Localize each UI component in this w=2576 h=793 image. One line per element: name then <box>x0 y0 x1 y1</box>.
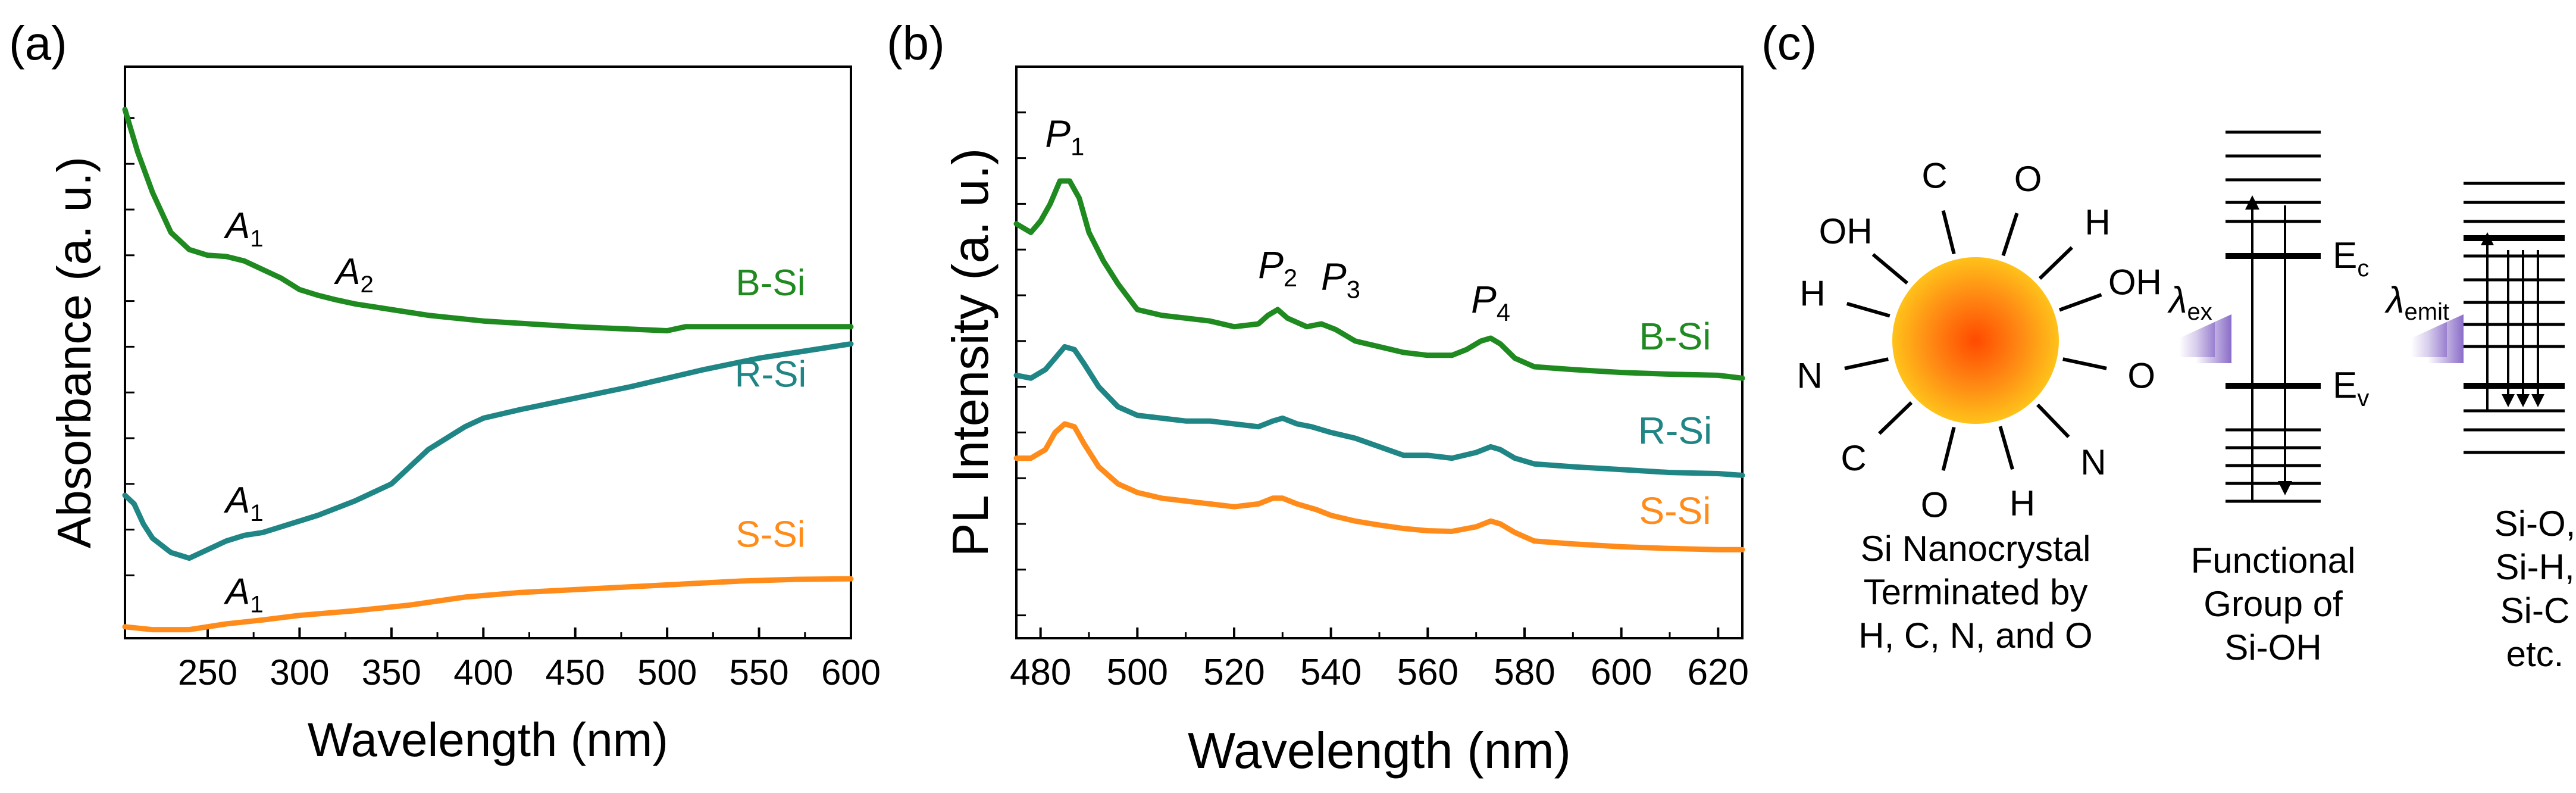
x-tick-label: 400 <box>453 652 513 692</box>
plot-frame-b <box>1015 65 1744 639</box>
x-tick-label: 600 <box>821 652 881 692</box>
caption-2-line-1: Functional <box>2191 541 2356 580</box>
ligand-label: H <box>2010 483 2035 523</box>
down-arrowhead <box>2502 394 2515 407</box>
caption-1-line-2: Terminated by <box>1864 572 2088 612</box>
ligand-label: C <box>1921 155 1947 195</box>
curve-label-r-si: R-Si <box>735 354 807 395</box>
lambda-ex-label: λex <box>2167 280 2212 325</box>
curve-label-r-si: R-Si <box>1638 410 1712 452</box>
peak-annotation: A1 <box>223 480 264 526</box>
peak-annotation: A1 <box>223 205 264 252</box>
x-tick-label: 600 <box>1591 652 1652 693</box>
x-tick-label: 620 <box>1688 652 1749 693</box>
peak-annotation: P4 <box>1471 278 1510 326</box>
caption-2-line-3: Si-OH <box>2224 627 2321 667</box>
x-tick-label: 550 <box>730 652 789 692</box>
caption-3-line-1: Si-O, <box>2494 504 2576 544</box>
ligand-label: O <box>2127 355 2155 395</box>
x-tick-label: 580 <box>1494 652 1555 693</box>
curve-label-b-si: B-Si <box>1639 315 1711 358</box>
y-axis-label-a: Absorbance (a. u.) <box>48 157 101 548</box>
curve-label-s-si: S-Si <box>1639 489 1711 532</box>
ligand-label: N <box>1797 355 1823 395</box>
series-line-r-si <box>1013 344 1745 478</box>
x-tick-label: 560 <box>1397 652 1458 693</box>
absorbance-chart: 250 300 350 400 450 500 550 600 B-Si R-Si S-Si A1… <box>48 65 881 766</box>
lambda-emit-label: λemit <box>2384 280 2449 325</box>
ev-label: Ev <box>2333 365 2369 411</box>
excitation-light-trail <box>2179 322 2215 357</box>
peak-annotation: P3 <box>1321 255 1360 303</box>
ligand-label: H <box>1799 273 1825 313</box>
caption-3-line-4: etc. <box>2506 634 2564 674</box>
peak-annotation: A2 <box>333 251 374 298</box>
ligand-bond <box>1941 210 1956 255</box>
peak-annotation: P2 <box>1258 243 1297 292</box>
ligand-label: OH <box>2108 263 2162 302</box>
caption-3-line-3: Si-C <box>2500 591 2570 630</box>
panel-label-c: (c) <box>1761 17 1817 70</box>
ligand-label: N <box>2080 442 2106 482</box>
x-tick-label: 500 <box>637 652 697 692</box>
y-axis-label-b: PL Intensity (a. u.) <box>943 148 999 557</box>
emission-light-trail <box>2411 322 2447 357</box>
caption-3-line-2: Si-H, <box>2495 547 2574 587</box>
ligand-bond <box>2058 293 2102 312</box>
x-axis-label-b: Wavelength (nm) <box>1188 723 1571 779</box>
ligand-label: O <box>1921 485 1949 525</box>
x-tick-label: 520 <box>1203 652 1264 693</box>
caption-1-line-1: Si Nanocrystal <box>1861 529 2091 569</box>
down-arrowhead <box>2516 394 2530 407</box>
series-line-s-si <box>1013 421 1745 552</box>
ligand-bond <box>2038 246 2073 280</box>
panel-label-b: (b) <box>887 17 945 70</box>
ligand-label: OH <box>1819 211 1873 251</box>
x-tick-label: 540 <box>1300 652 1361 693</box>
curve-label-b-si: B-Si <box>735 263 805 304</box>
ligand-bond <box>1844 357 1889 370</box>
plot-frame-a <box>124 65 852 639</box>
ligand-label: C <box>1841 438 1866 478</box>
peak-annotation: P1 <box>1045 112 1084 160</box>
caption-2-line-2: Group of <box>2203 584 2343 624</box>
x-tick-label: 300 <box>270 652 329 692</box>
series-line-r-si <box>122 341 854 561</box>
excitation-arrowhead <box>2245 195 2259 210</box>
ligand-bond <box>2036 403 2070 438</box>
energy-levels-surface <box>2464 182 2565 454</box>
ligand-label: H <box>2084 202 2110 242</box>
ligand-bond <box>2001 213 2019 257</box>
x-tick-label: 350 <box>362 652 421 692</box>
ligand-bond <box>1846 302 1890 318</box>
panel-label-a: (a) <box>9 17 67 70</box>
ligand-bond <box>2062 357 2107 370</box>
up-arrowhead <box>2481 232 2494 245</box>
ligand-bond <box>1998 426 2014 470</box>
caption-1-line-3: H, C, N, and O <box>1858 616 2092 655</box>
series-line-b-si <box>1013 178 1745 381</box>
series-line-b-si <box>122 107 854 333</box>
emission-arrowhead <box>2278 481 2292 495</box>
pl-chart: 480 500 520 540 560 580 600 620 B-Si R-Si S-Si P1… <box>943 65 1749 779</box>
curve-label-s-si: S-Si <box>735 514 805 555</box>
ligand-bond <box>1871 253 1909 285</box>
x-tick-label: 480 <box>1010 652 1071 693</box>
down-arrowhead <box>2531 394 2544 407</box>
peak-annotation: A1 <box>223 571 264 617</box>
x-axis-label-a: Wavelength (nm) <box>308 713 668 766</box>
x-tick-label: 250 <box>178 652 237 692</box>
energy-levels-si-oh: Ec Ev <box>2226 130 2369 503</box>
ligand-label: O <box>2014 159 2042 199</box>
ec-label: Ec <box>2333 235 2369 282</box>
si-nanocrystal-sphere <box>1892 257 2059 424</box>
x-tick-label: 500 <box>1107 652 1168 693</box>
ligand-bond <box>1878 401 1913 435</box>
x-tick-label: 450 <box>546 652 605 692</box>
series-line-s-si <box>122 576 854 633</box>
ligand-bond <box>1941 426 1956 472</box>
